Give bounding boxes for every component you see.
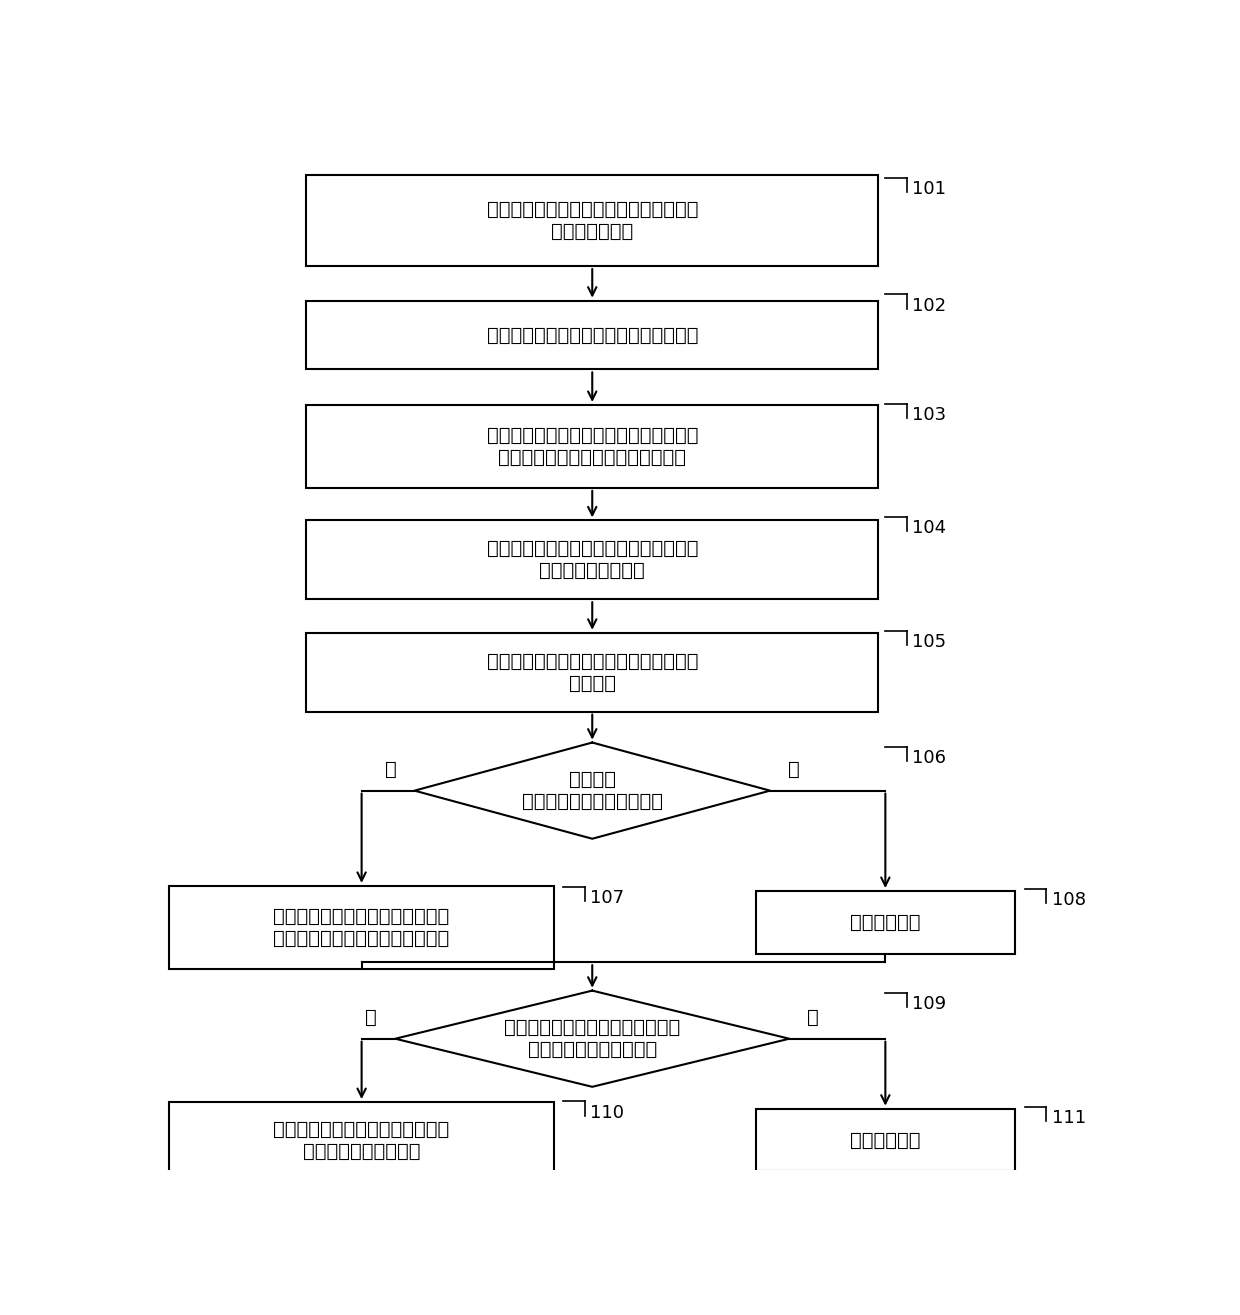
Text: 为目标车辆分配目标车位，并关联记录目
标车辆的车牌信息与目标车位的信息: 为目标车辆分配目标车位，并关联记录目 标车辆的车牌信息与目标车位的信息 bbox=[486, 426, 698, 467]
FancyBboxPatch shape bbox=[306, 175, 878, 266]
Text: 是: 是 bbox=[384, 760, 397, 778]
Text: 110: 110 bbox=[590, 1103, 624, 1122]
Text: 111: 111 bbox=[1052, 1109, 1086, 1127]
Text: 判断停车
时长是否超过第一预设时长: 判断停车 时长是否超过第一预设时长 bbox=[522, 771, 662, 811]
FancyBboxPatch shape bbox=[170, 1102, 554, 1178]
FancyBboxPatch shape bbox=[306, 301, 878, 370]
FancyBboxPatch shape bbox=[306, 405, 878, 488]
Text: 从目标车位对应的车牌检测装置获取车牌
检测信息: 从目标车位对应的车牌检测装置获取车牌 检测信息 bbox=[486, 652, 698, 693]
Text: 将目标车辆的异常停车信息与其车
牌信息关联添加至异常停车记录中: 将目标车辆的异常停车信息与其车 牌信息关联添加至异常停车记录中 bbox=[274, 907, 450, 948]
Text: 102: 102 bbox=[913, 296, 946, 314]
FancyBboxPatch shape bbox=[755, 890, 1016, 953]
Text: 判断异常停车记录中是否存在目标
车辆对应的异常停车信息: 判断异常停车记录中是否存在目标 车辆对应的异常停车信息 bbox=[505, 1018, 681, 1059]
FancyBboxPatch shape bbox=[170, 886, 554, 969]
Text: 109: 109 bbox=[913, 995, 946, 1013]
Text: 否: 否 bbox=[789, 760, 800, 778]
FancyBboxPatch shape bbox=[306, 633, 878, 711]
Text: 101: 101 bbox=[913, 180, 946, 199]
Text: 执行其他操作: 执行其他操作 bbox=[851, 1131, 920, 1149]
Text: 控制停车场的入口处的入口摄像装置对目
标车辆进行拍照: 控制停车场的入口处的入口摄像装置对目 标车辆进行拍照 bbox=[486, 200, 698, 241]
Text: 107: 107 bbox=[590, 889, 625, 907]
Text: 通过停车场的入口处的显示屏向目标车辆
显示目标车位的信息: 通过停车场的入口处的显示屏向目标车辆 显示目标车位的信息 bbox=[486, 539, 698, 580]
Text: 判定目标车辆存在异常停车，并对
目标车辆进行相应处置: 判定目标车辆存在异常停车，并对 目标车辆进行相应处置 bbox=[274, 1119, 450, 1160]
Text: 103: 103 bbox=[913, 406, 946, 423]
Text: 是: 是 bbox=[807, 1007, 820, 1027]
Text: 105: 105 bbox=[913, 633, 946, 651]
FancyBboxPatch shape bbox=[755, 1109, 1016, 1172]
Text: 104: 104 bbox=[913, 519, 946, 538]
Text: 否: 否 bbox=[366, 1007, 377, 1027]
Text: 108: 108 bbox=[1052, 890, 1085, 909]
FancyBboxPatch shape bbox=[306, 521, 878, 600]
Text: 执行其他操作: 执行其他操作 bbox=[851, 913, 920, 932]
Text: 106: 106 bbox=[913, 750, 946, 767]
Text: 从入口摄像装置获取目标车辆的车牌信息: 从入口摄像装置获取目标车辆的车牌信息 bbox=[486, 326, 698, 345]
